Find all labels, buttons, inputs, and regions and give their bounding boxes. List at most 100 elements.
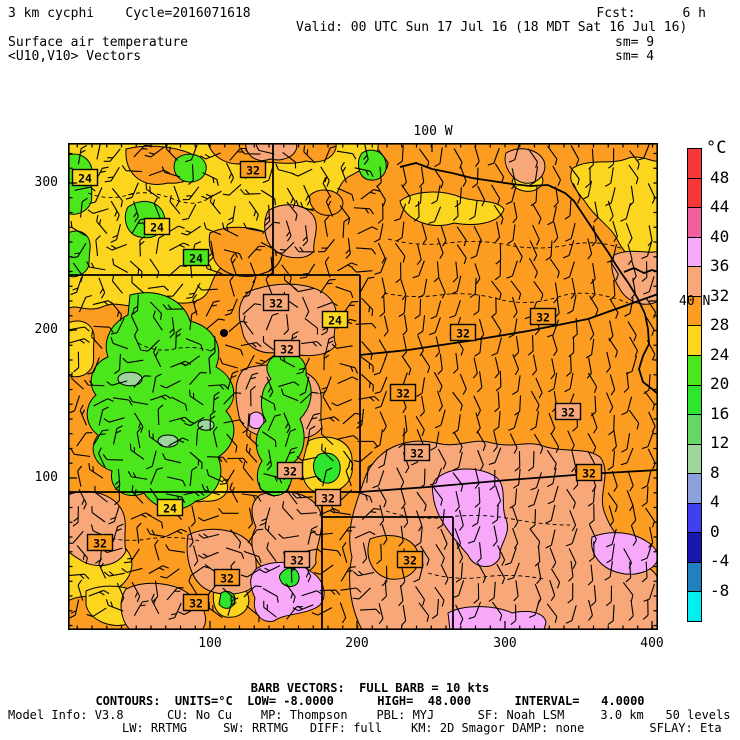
wind-barb <box>552 165 561 187</box>
wind-barb <box>296 508 318 515</box>
wind-barb <box>131 294 139 315</box>
wind-barb <box>70 448 91 458</box>
colorbar-segment <box>688 562 701 593</box>
wind-barb <box>259 395 276 411</box>
wind-barb <box>529 240 538 262</box>
wind-barb <box>116 582 125 604</box>
wind-barb <box>374 257 387 275</box>
contour-label-box <box>71 168 99 187</box>
wind-barb <box>71 242 87 259</box>
wind-barb <box>420 545 430 566</box>
contour-label-box <box>575 463 603 482</box>
wind-barb <box>413 201 420 222</box>
wind-barb <box>607 200 614 222</box>
wind-barb <box>160 568 180 579</box>
colorbar-tick-label: -4 <box>710 551 730 570</box>
wind-barb <box>322 467 333 487</box>
wind-barb <box>112 425 123 445</box>
wind-barb <box>565 356 572 377</box>
wind-barb <box>400 565 406 587</box>
wind-barb <box>282 151 297 169</box>
wind-barb <box>240 188 261 195</box>
state-border <box>623 267 658 274</box>
wind-barb <box>153 346 162 368</box>
wind-barb <box>513 468 521 489</box>
wind-barb <box>468 601 482 620</box>
contour-label-box <box>273 339 301 358</box>
colorbar-tick-label: 0 <box>710 521 720 541</box>
model-cycle-label: 3 km cycphi Cycle=2016071618 <box>8 6 251 21</box>
wind-barb <box>227 597 239 616</box>
wind-barb <box>395 243 406 263</box>
wind-barb <box>396 145 404 166</box>
wind-barb <box>259 565 281 574</box>
wind-barb <box>514 395 522 416</box>
contour-label-value: 24 <box>150 221 164 235</box>
wind-barb <box>628 409 640 430</box>
wind-barb <box>379 296 386 318</box>
contour-line-dashed <box>387 238 624 250</box>
wind-barb <box>400 279 407 301</box>
wind-barb <box>440 528 448 550</box>
wind-barb <box>507 562 520 581</box>
wind-barb <box>351 267 373 273</box>
wind-barb <box>530 390 540 412</box>
valid-time-label: Valid: 00 UTC Sun 17 Jul 16 (18 MDT Sat … <box>296 20 688 35</box>
wind-barb <box>169 195 181 215</box>
colorbar-tick-label: 48 <box>710 167 730 187</box>
wind-barb <box>284 428 297 447</box>
wind-barb <box>440 564 449 585</box>
wind-barb <box>568 548 577 569</box>
wind-barb <box>129 443 145 460</box>
wind-barb <box>605 167 614 187</box>
colorbar-segment <box>688 296 701 327</box>
wind-barb <box>76 545 88 565</box>
wind-barb <box>453 432 463 453</box>
wind-barb <box>585 338 595 359</box>
wind-barb <box>491 503 499 524</box>
wind-barb <box>415 526 423 547</box>
wind-barb <box>283 314 289 335</box>
wind-barb <box>208 384 230 390</box>
wind-barb <box>106 243 128 251</box>
wind-barb <box>71 372 85 390</box>
wind-barb <box>568 336 575 358</box>
wind-barb <box>437 237 444 259</box>
wind-barb <box>606 543 615 564</box>
wind-barb <box>302 225 309 247</box>
wind-barb <box>477 449 484 471</box>
wind-barb <box>150 394 172 401</box>
wind-barb <box>275 163 294 175</box>
wind-barb <box>196 284 218 291</box>
wind-barb <box>339 362 359 374</box>
wind-barb <box>433 168 444 189</box>
wind-barb <box>102 454 124 461</box>
contour-label-box <box>239 160 267 179</box>
wind-barb <box>509 433 518 454</box>
wind-barb <box>345 465 352 487</box>
wind-barb <box>188 575 198 596</box>
wind-barb <box>473 395 481 417</box>
wind-barb <box>224 298 238 316</box>
wind-barb <box>307 525 318 545</box>
wind-barb <box>608 505 615 527</box>
wind-barb <box>549 547 557 569</box>
wind-barb <box>339 526 356 541</box>
wind-barb <box>128 395 149 406</box>
wind-barb <box>68 326 90 332</box>
wind-barb <box>474 487 481 508</box>
wind-barb <box>494 391 500 413</box>
wind-barb <box>343 450 354 471</box>
wind-barb <box>168 602 182 620</box>
wind-barb <box>296 357 310 375</box>
wind-barb <box>337 187 355 201</box>
wind-barb <box>136 427 142 449</box>
wind-barb <box>321 548 342 557</box>
wind-barb <box>84 379 105 387</box>
contour-line-dashed <box>137 342 213 352</box>
wind-barb <box>512 506 519 528</box>
wind-barb <box>569 510 577 532</box>
wind-barb <box>467 526 481 544</box>
wind-barb <box>276 241 295 254</box>
wind-barb <box>188 389 204 406</box>
